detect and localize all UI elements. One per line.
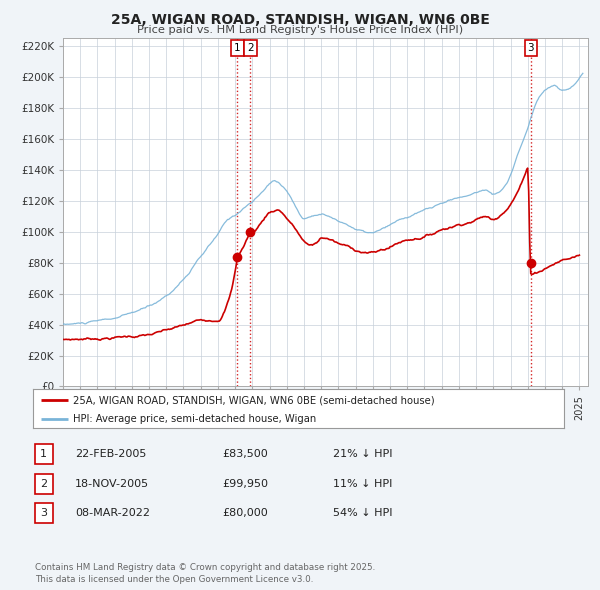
Text: 25A, WIGAN ROAD, STANDISH, WIGAN, WN6 0BE (semi-detached house): 25A, WIGAN ROAD, STANDISH, WIGAN, WN6 0B… [73, 395, 434, 405]
Text: 54% ↓ HPI: 54% ↓ HPI [333, 509, 392, 518]
Text: £99,950: £99,950 [222, 479, 268, 489]
Text: Contains HM Land Registry data © Crown copyright and database right 2025.
This d: Contains HM Land Registry data © Crown c… [35, 563, 375, 584]
Text: 21% ↓ HPI: 21% ↓ HPI [333, 450, 392, 459]
Text: 3: 3 [527, 42, 534, 53]
Text: 3: 3 [40, 509, 47, 518]
Text: 1: 1 [40, 450, 47, 459]
Text: Price paid vs. HM Land Registry's House Price Index (HPI): Price paid vs. HM Land Registry's House … [137, 25, 463, 35]
Text: 25A, WIGAN ROAD, STANDISH, WIGAN, WN6 0BE: 25A, WIGAN ROAD, STANDISH, WIGAN, WN6 0B… [110, 13, 490, 27]
Text: £80,000: £80,000 [222, 509, 268, 518]
Text: 18-NOV-2005: 18-NOV-2005 [75, 479, 149, 489]
Text: HPI: Average price, semi-detached house, Wigan: HPI: Average price, semi-detached house,… [73, 414, 316, 424]
Text: 11% ↓ HPI: 11% ↓ HPI [333, 479, 392, 489]
Text: 22-FEB-2005: 22-FEB-2005 [75, 450, 146, 459]
Text: 2: 2 [247, 42, 254, 53]
Text: 08-MAR-2022: 08-MAR-2022 [75, 509, 150, 518]
Text: £83,500: £83,500 [222, 450, 268, 459]
Text: 2: 2 [40, 479, 47, 489]
Text: 1: 1 [234, 42, 241, 53]
